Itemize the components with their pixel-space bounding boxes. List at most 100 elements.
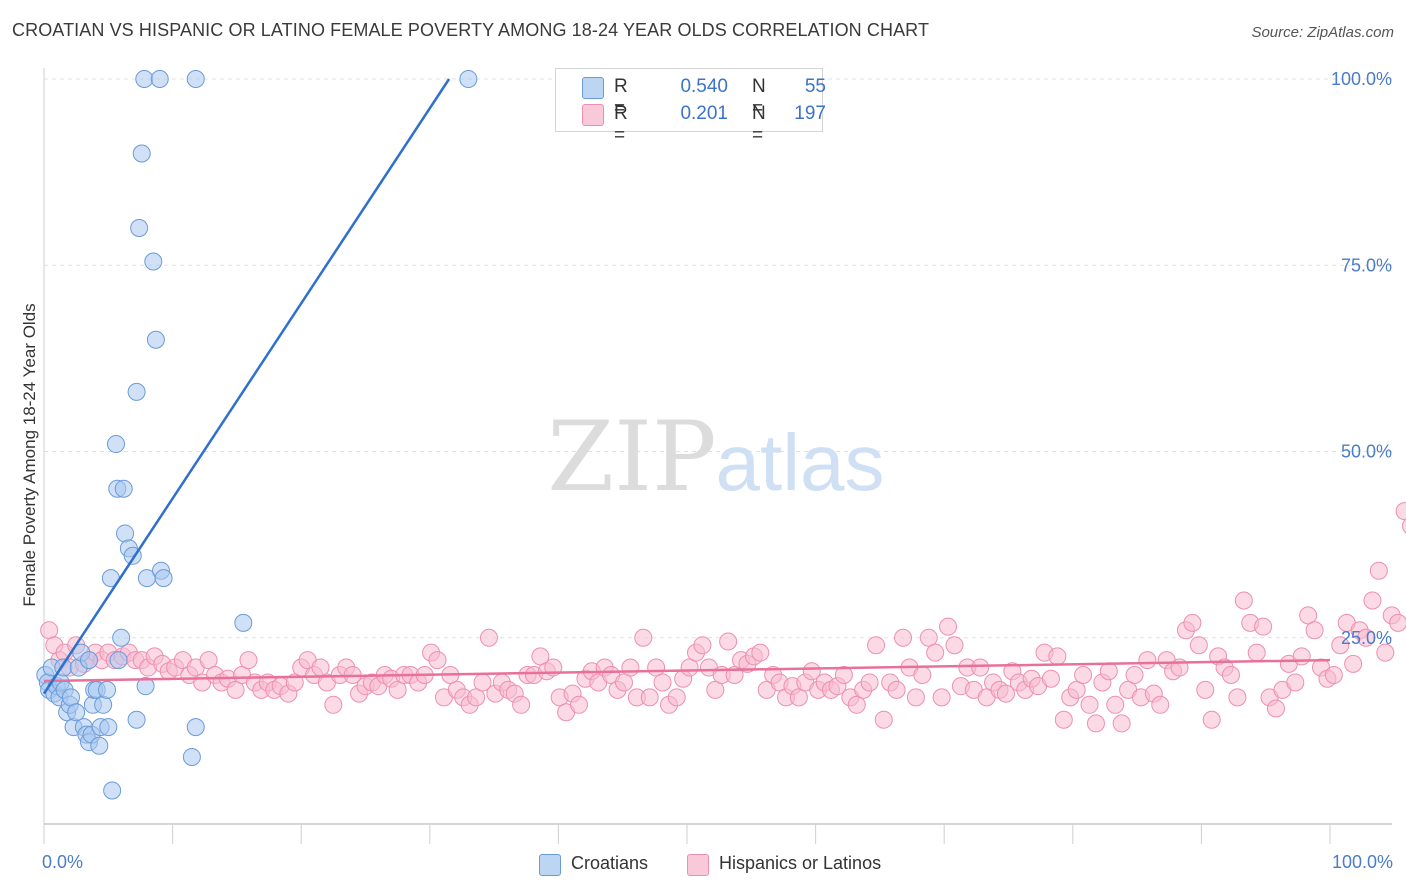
data-point — [116, 524, 135, 543]
data-point — [874, 710, 893, 729]
data-point — [1286, 673, 1305, 692]
data-point — [1086, 714, 1105, 733]
data-point — [132, 144, 151, 163]
data-point — [1254, 617, 1273, 636]
legend-r-value: 0.540 — [680, 76, 728, 97]
axes — [43, 68, 1392, 844]
legend-n-value: 55 — [804, 76, 826, 97]
data-point — [94, 695, 113, 714]
data-point — [789, 688, 808, 707]
data-point — [1106, 695, 1125, 714]
data-point — [130, 219, 149, 237]
data-point — [1402, 518, 1406, 534]
data-point — [1112, 714, 1131, 733]
data-point — [1234, 591, 1253, 610]
data-point — [913, 666, 932, 684]
data-point — [1324, 666, 1343, 684]
data-point — [388, 680, 407, 699]
data-point — [887, 680, 906, 699]
data-point — [802, 662, 821, 681]
data-point — [834, 666, 853, 684]
legend-r-value: 0.201 — [680, 103, 728, 124]
croatians-points — [36, 70, 478, 800]
legend-n-value: 197 — [794, 103, 826, 124]
data-point — [1080, 695, 1099, 714]
bottom-legend-label-croatians: Croatians — [571, 853, 649, 873]
data-point — [1183, 613, 1202, 632]
data-point — [1363, 591, 1382, 610]
data-point — [80, 651, 99, 670]
data-point — [154, 569, 173, 588]
data-point — [1074, 666, 1093, 684]
y-tick-labels: 25.0% 50.0% 75.0% 100.0% — [1331, 69, 1392, 648]
data-point — [1305, 621, 1324, 640]
y-tick-label: 25.0% — [1341, 628, 1392, 648]
bottom-legend-swatch-hispanics — [687, 854, 709, 876]
data-point — [1099, 662, 1118, 681]
grid-lines — [44, 78, 1392, 639]
trend-line-croatians — [42, 78, 451, 695]
watermark-atlas: atlas — [716, 418, 885, 507]
data-point — [860, 673, 879, 692]
legend-swatch-croatians — [582, 77, 604, 99]
watermark-zip: ZIP — [547, 401, 716, 513]
data-point — [1048, 647, 1067, 666]
data-point — [199, 651, 218, 670]
data-point — [467, 688, 486, 707]
data-point — [112, 628, 131, 647]
legend-n-label: N = — [752, 76, 766, 119]
data-point — [1389, 613, 1406, 632]
data-point — [531, 647, 550, 666]
data-point — [1202, 710, 1221, 729]
data-point — [847, 695, 866, 714]
data-point — [109, 651, 128, 670]
data-point — [99, 718, 118, 737]
data-point — [1228, 688, 1247, 707]
data-point — [1041, 669, 1060, 688]
data-point — [1247, 643, 1266, 662]
data-point — [996, 684, 1015, 703]
data-point — [114, 479, 133, 498]
data-point — [569, 695, 588, 714]
chart-title: CROATIAN VS HISPANIC OR LATINO FEMALE PO… — [12, 20, 930, 40]
correlation-legend: R = 0.540 N = 55 R = 0.201 N = 197 — [555, 68, 826, 146]
data-point — [932, 688, 951, 707]
data-point — [459, 70, 478, 88]
data-point — [234, 613, 253, 632]
data-point — [1054, 710, 1073, 729]
data-point — [1292, 647, 1311, 666]
data-point — [919, 628, 938, 647]
bottom-legend-swatch-croatians — [539, 854, 561, 876]
y-tick-label: 100.0% — [1331, 69, 1392, 89]
data-point — [107, 435, 126, 454]
data-point — [667, 688, 686, 707]
data-point — [135, 70, 154, 88]
data-point — [867, 636, 886, 655]
data-point — [634, 628, 653, 647]
data-point — [1067, 680, 1086, 699]
data-point — [894, 628, 913, 647]
data-point — [693, 636, 712, 655]
data-point — [127, 710, 146, 729]
data-point — [146, 330, 165, 349]
data-point — [67, 703, 86, 722]
data-point — [98, 680, 117, 699]
y-tick-label: 50.0% — [1341, 442, 1392, 462]
data-point — [945, 636, 964, 655]
data-point — [136, 677, 155, 696]
data-point — [1125, 666, 1144, 684]
x-tick-label-min: 0.0% — [42, 852, 84, 872]
legend-swatch-hispanics — [582, 104, 604, 126]
data-point — [428, 651, 447, 670]
data-point — [1189, 636, 1208, 655]
data-point — [226, 680, 245, 699]
data-point — [90, 736, 109, 755]
legend-r-label: R = — [614, 76, 628, 119]
data-point — [144, 252, 163, 271]
data-point — [239, 651, 258, 670]
legend-n-label: N = — [752, 103, 766, 146]
data-point — [971, 658, 990, 677]
data-point — [182, 747, 201, 766]
data-point — [906, 688, 925, 707]
